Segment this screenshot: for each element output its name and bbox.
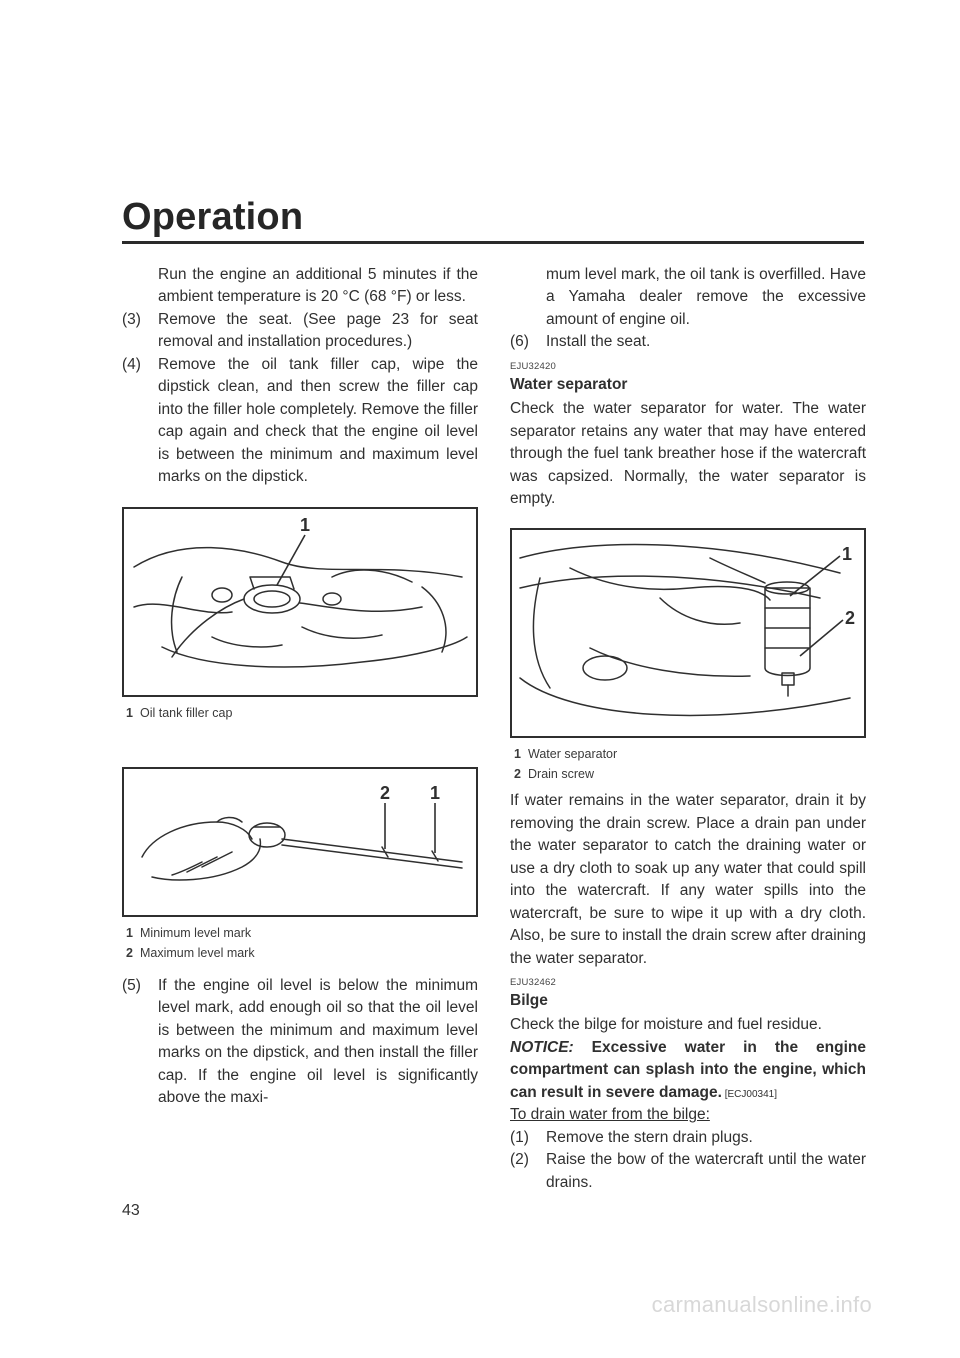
step-5: (5) If the engine oil level is below the… bbox=[122, 975, 478, 1110]
svg-text:2: 2 bbox=[380, 783, 390, 803]
left-column: Run the engine an additional 5 minutes i… bbox=[122, 264, 478, 1194]
step-6-text: Install the seat. bbox=[546, 331, 866, 353]
heading-water-separator: Water separator bbox=[510, 374, 866, 396]
step-6-number: (6) bbox=[510, 331, 546, 353]
figure-dipstick: 2 1 bbox=[122, 767, 478, 917]
step-3: (3) Remove the seat. (See page 23 for se… bbox=[122, 309, 478, 354]
drain-procedure-heading: To drain water from the bilge: bbox=[510, 1104, 866, 1126]
water-separator-drain-para: If water remains in the water separator,… bbox=[510, 790, 866, 970]
svg-text:1: 1 bbox=[430, 783, 440, 803]
svg-text:2: 2 bbox=[845, 608, 855, 628]
step-4: (4) Remove the oil tank filler cap, wipe… bbox=[122, 354, 478, 489]
fig2-cap1-num: 1 bbox=[126, 923, 140, 943]
svg-text:1: 1 bbox=[300, 515, 310, 535]
bilge-step-1-text: Remove the stern drain plugs. bbox=[546, 1127, 866, 1149]
fig3-cap2-text: Drain screw bbox=[528, 767, 594, 781]
two-column-layout: Run the engine an additional 5 minutes i… bbox=[122, 264, 864, 1194]
notice-label: NOTICE: bbox=[510, 1039, 574, 1056]
watermark: carmanualsonline.info bbox=[652, 1292, 872, 1318]
figure-1-caption: 1Oil tank filler cap bbox=[126, 703, 478, 723]
bilge-step-1-number: (1) bbox=[510, 1127, 546, 1149]
step-5-continuation: mum level mark, the oil tank is overfill… bbox=[510, 264, 866, 331]
fig2-cap2-num: 2 bbox=[126, 943, 140, 963]
bilge-check-para: Check the bilge for moisture and fuel re… bbox=[510, 1014, 866, 1036]
step-5-number: (5) bbox=[122, 975, 158, 1110]
notice-code: [ECJ00341] bbox=[722, 1089, 777, 1100]
step-3-number: (3) bbox=[122, 309, 158, 354]
bilge-step-2: (2) Raise the bow of the watercraft unti… bbox=[510, 1149, 866, 1194]
fig1-cap-num: 1 bbox=[126, 703, 140, 723]
figure-oil-filler-cap: 1 bbox=[122, 507, 478, 697]
bilge-step-2-number: (2) bbox=[510, 1149, 546, 1194]
bilge-step-1: (1) Remove the stern drain plugs. bbox=[510, 1127, 866, 1149]
figure-3-caption: 1Water separator 2Drain screw bbox=[514, 744, 866, 784]
code-bilge: EJU32462 bbox=[510, 976, 866, 990]
figure-2-caption: 1Minimum level mark 2Maximum level mark bbox=[126, 923, 478, 963]
heading-bilge: Bilge bbox=[510, 990, 866, 1012]
step-6: (6) Install the seat. bbox=[510, 331, 866, 353]
step-4-number: (4) bbox=[122, 354, 158, 489]
bilge-notice: NOTICE: Excessive water in the engine co… bbox=[510, 1037, 866, 1104]
right-column: mum level mark, the oil tank is overfill… bbox=[510, 264, 866, 1194]
fig3-cap1-text: Water separator bbox=[528, 747, 617, 761]
fig3-cap1-num: 1 bbox=[514, 744, 528, 764]
fig3-cap2-num: 2 bbox=[514, 764, 528, 784]
run-engine-continuation: Run the engine an additional 5 minutes i… bbox=[122, 264, 478, 309]
step-3-text: Remove the seat. (See page 23 for seat r… bbox=[158, 309, 478, 354]
fig2-cap1-text: Minimum level mark bbox=[140, 926, 251, 940]
bilge-step-2-text: Raise the bow of the watercraft until th… bbox=[546, 1149, 866, 1194]
figure-water-separator: 1 2 bbox=[510, 528, 866, 738]
svg-text:1: 1 bbox=[842, 544, 852, 564]
step-5-text: If the engine oil level is below the min… bbox=[158, 975, 478, 1110]
page-root: Operation Run the engine an additional 5… bbox=[0, 0, 960, 1358]
page-title: Operation bbox=[122, 196, 864, 239]
fig2-cap2-text: Maximum level mark bbox=[140, 946, 255, 960]
code-water-separator: EJU32420 bbox=[510, 360, 866, 374]
step-4-text: Remove the oil tank filler cap, wipe the… bbox=[158, 354, 478, 489]
page-number: 43 bbox=[122, 1202, 140, 1220]
title-rule bbox=[122, 241, 864, 244]
water-separator-para: Check the water separator for water. The… bbox=[510, 398, 866, 510]
fig1-cap-text: Oil tank filler cap bbox=[140, 706, 232, 720]
